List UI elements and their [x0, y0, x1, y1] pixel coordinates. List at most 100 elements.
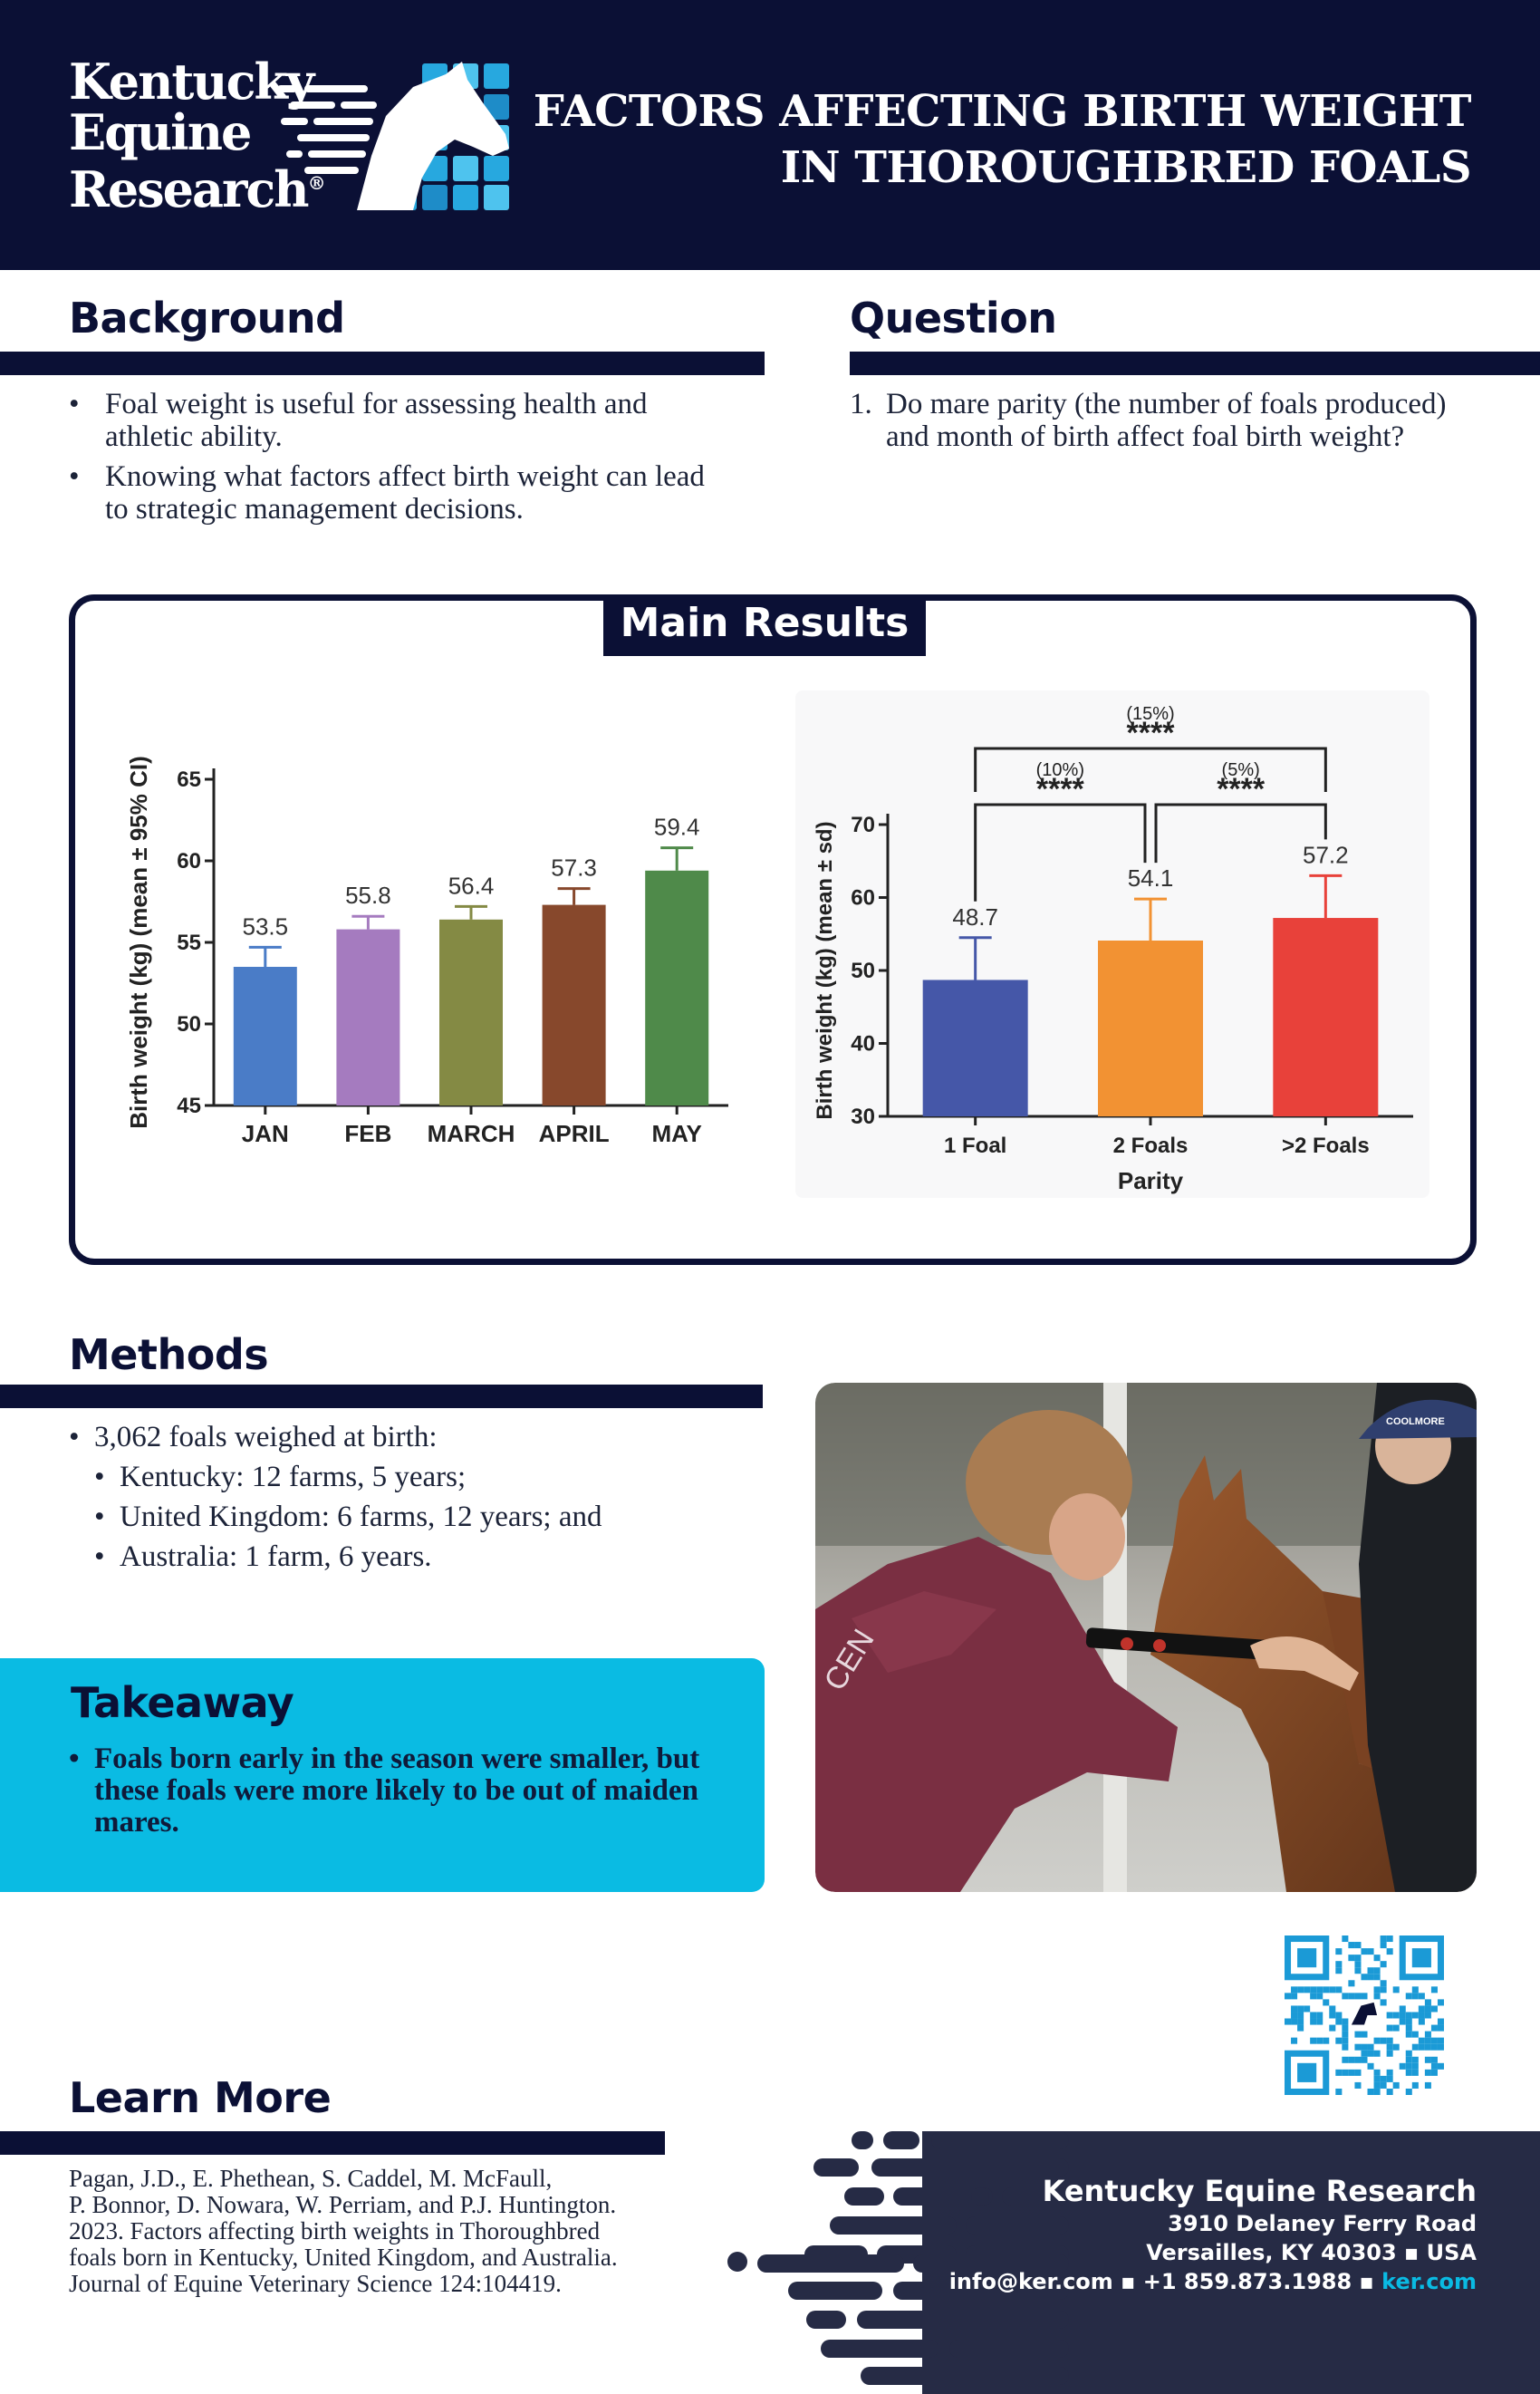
qr-module [1424, 1999, 1431, 2006]
takeaway-text: Foals born early in the season were smal… [69, 1743, 730, 1839]
data-label: 57.2 [1303, 841, 1349, 868]
qr-module [1342, 1935, 1349, 1943]
qr-module [1297, 2012, 1304, 2019]
qr-code[interactable] [1285, 1935, 1444, 2095]
poster-title: FACTORS AFFECTING BIRTH WEIGHT IN THOROU… [533, 83, 1472, 196]
contact-email-phone: info@ker.com ▪ +1 859.873.1988 ▪ [948, 2269, 1374, 2294]
qr-module [1418, 2037, 1425, 2044]
qr-module [1342, 2056, 1349, 2063]
qr-module [1380, 1961, 1387, 1968]
qr-module [1373, 2088, 1381, 2095]
qr-module [1316, 2018, 1323, 2025]
qr-module [1323, 2037, 1330, 2044]
qr-module [1424, 2012, 1431, 2019]
qr-module [1430, 2037, 1438, 2044]
qr-module [1297, 2024, 1304, 2032]
qr-module [1348, 1980, 1355, 1987]
qr-module [1424, 2005, 1431, 2013]
qr-module [1361, 2031, 1368, 2038]
qr-module [1437, 2062, 1444, 2070]
website-link[interactable]: ker.com [1381, 2269, 1477, 2294]
qr-module [1380, 1980, 1387, 1987]
methods-sub-list: Kentucky: 12 farms, 5 years; United King… [94, 1461, 757, 1573]
y-tick-label: 55 [177, 931, 201, 955]
citation: Pagan, J.D., E. Phethean, S. Caddel, M. … [69, 2166, 618, 2297]
data-label: 57.3 [551, 854, 597, 882]
significance-stars: **** [1217, 772, 1266, 806]
qr-module [1335, 1986, 1343, 1993]
registered-mark: ® [307, 172, 326, 194]
qr-module [1297, 2005, 1304, 2013]
qr-module [1291, 2018, 1298, 2025]
qr-module [1386, 2043, 1393, 2051]
qr-module [1405, 2012, 1412, 2019]
qr-finder-core [1297, 1948, 1317, 1968]
main-results-heading: Main Results [620, 600, 910, 646]
percent-difference: (15%) [1126, 704, 1174, 724]
qr-module [1310, 1993, 1317, 2000]
qr-module [1361, 2043, 1368, 2051]
qr-module [1354, 1961, 1362, 1968]
logo-wordmark: Kentucky Equine Research® [69, 56, 326, 215]
qr-module [1354, 1993, 1362, 2000]
qr-module [1310, 2012, 1317, 2019]
x-tick-label: APRIL [539, 1120, 610, 1147]
qr-module [1367, 2062, 1374, 2070]
qr-module [1405, 2088, 1412, 2095]
qr-module [1291, 1986, 1298, 1993]
qr-module [1354, 2043, 1362, 2051]
x-tick-label: MAY [652, 1120, 702, 1147]
qr-module [1405, 2062, 1412, 2070]
qr-module [1335, 1948, 1343, 1955]
qr-module [1367, 2043, 1374, 2051]
logo-line-3: Research [69, 160, 310, 218]
qr-module [1323, 1999, 1330, 2006]
bar [1273, 918, 1379, 1116]
question-heading-rule [850, 352, 1540, 375]
contact-name: Kentucky Equine Research [1042, 2174, 1477, 2208]
percent-difference: (10%) [1036, 760, 1084, 780]
qr-module [1354, 2031, 1362, 2038]
qr-module [1418, 2005, 1425, 2013]
qr-module [1297, 1986, 1304, 1993]
methods-item: United Kingdom: 6 farms, 12 years; and [94, 1501, 757, 1533]
qr-module [1285, 1993, 1292, 2000]
qr-module [1392, 2024, 1400, 2032]
poster-title-line-1: FACTORS AFFECTING BIRTH WEIGHT [533, 86, 1472, 137]
qr-module [1437, 2024, 1444, 2032]
speed-lines-decoration [727, 2131, 1069, 2385]
qr-module [1386, 1935, 1393, 1943]
qr-module [1342, 2031, 1349, 2038]
qr-module [1304, 2005, 1311, 2013]
qr-module [1411, 2043, 1419, 2051]
qr-module [1367, 1967, 1374, 1974]
question-item: 1. Do mare parity (the number of foals p… [850, 388, 1484, 453]
methods-heading: Methods [69, 1330, 269, 1379]
citation-line: Journal of Equine Veterinary Science 124… [69, 2270, 562, 2297]
contact-block: Kentucky Equine Research 3910 Delaney Fe… [949, 2173, 1477, 2296]
qr-module [1310, 2037, 1317, 2044]
background-bullet: Foal weight is useful for assessing heal… [69, 388, 721, 453]
qr-module [1342, 2024, 1349, 2032]
logo[interactable]: Kentucky Equine Research® [69, 56, 513, 215]
qr-module [1418, 2012, 1425, 2019]
bar [439, 919, 503, 1105]
qr-module [1354, 2081, 1362, 2089]
qr-module [1411, 2062, 1419, 2070]
qr-module [1335, 1967, 1343, 1974]
qr-module [1380, 1986, 1387, 1993]
qr-module [1430, 2024, 1438, 2032]
qr-module [1399, 2018, 1406, 2025]
qr-module [1380, 2075, 1387, 2082]
qr-module [1430, 2069, 1438, 2076]
logo-line-3-wrap: Research® [69, 158, 326, 215]
qr-module [1386, 2037, 1393, 2044]
qr-module [1405, 2050, 1412, 2057]
poster-title-line-2: IN THOROUGHBRED FOALS [780, 142, 1472, 193]
learn-more-heading: Learn More [69, 2073, 332, 2122]
qr-module [1361, 2050, 1368, 2057]
y-tick-label: 40 [851, 1032, 875, 1057]
y-tick-label: 50 [851, 959, 875, 983]
qr-module [1437, 1999, 1444, 2006]
qr-module [1373, 1974, 1381, 1981]
